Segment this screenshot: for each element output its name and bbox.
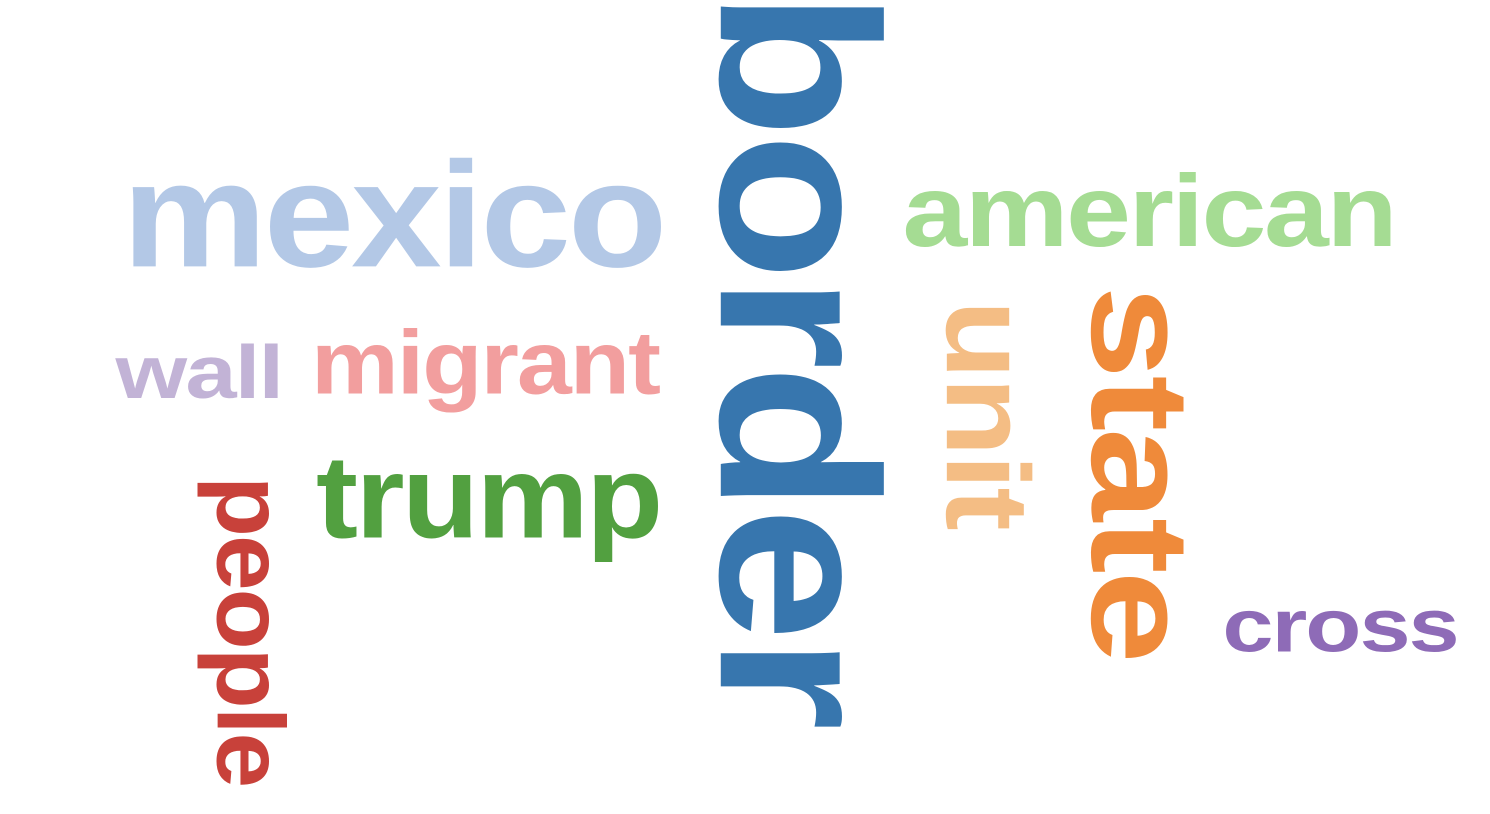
word-mexico: mexico — [122, 130, 667, 299]
word-people: people — [196, 475, 304, 787]
word-trump: trump — [315, 430, 663, 563]
word-american: american — [901, 154, 1397, 268]
word-migrant: migrant — [310, 312, 661, 413]
word-border: border — [672, 0, 924, 725]
word-cross: cross — [1222, 583, 1459, 668]
word-unit: unit — [921, 299, 1054, 529]
word-state: state — [1061, 285, 1219, 660]
word-wall: wall — [114, 330, 284, 414]
